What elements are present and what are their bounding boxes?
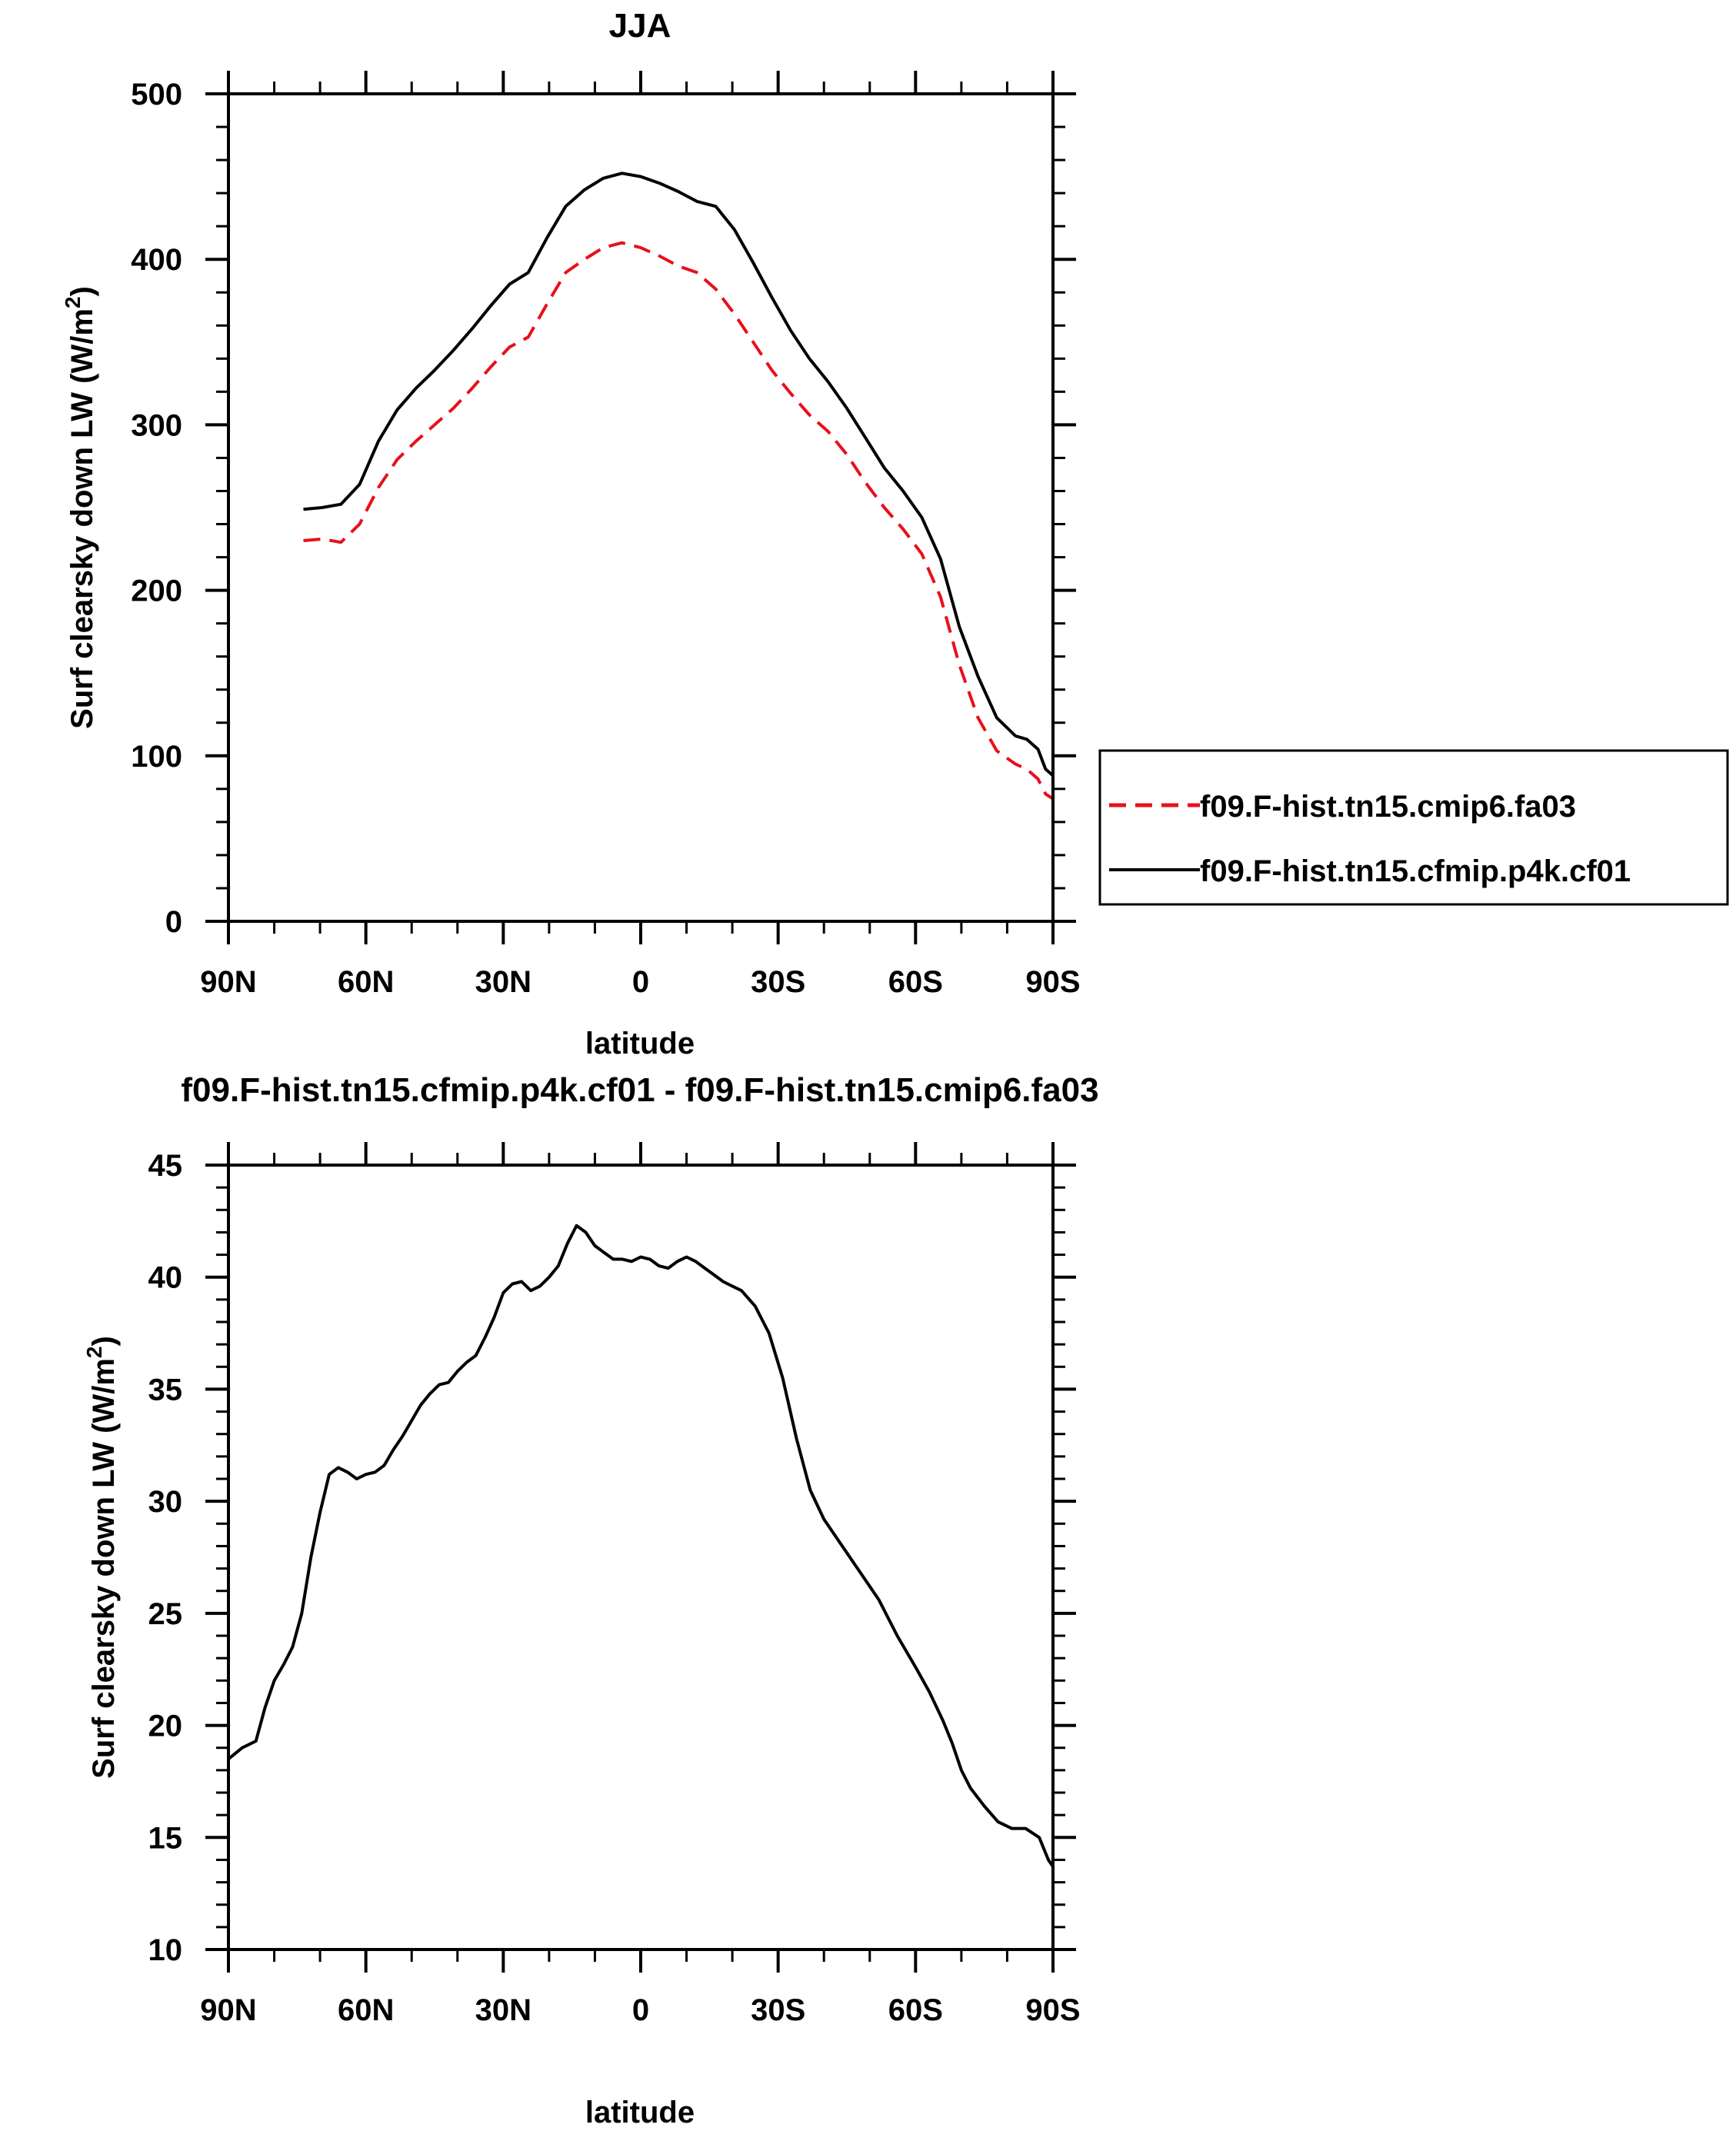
bottom-chart-y-tick-label: 15 <box>148 1821 183 1855</box>
bottom-chart-x-tick-label: 90S <box>1025 1993 1080 2027</box>
legend-label-fa03: f09.F-hist.tn15.cmip6.fa03 <box>1200 790 1576 824</box>
bottom-chart-y-tick-label: 40 <box>148 1261 183 1295</box>
bottom-chart-y-tick-label: 10 <box>148 1933 183 1967</box>
top-chart-y-axis-label: Surf clearsky down LW (W/m2) <box>61 286 99 729</box>
bottom-chart-y-tick-label: 25 <box>148 1597 183 1631</box>
top-chart-x-tick-label: 90S <box>1025 965 1080 999</box>
top-chart-series-line-1 <box>303 171 1055 777</box>
bottom-chart-plot-frame <box>227 1164 1055 1951</box>
bottom-chart-y-axis-label: Surf clearsky down LW (W/m2) <box>82 1336 121 1779</box>
bottom-chart-title: f09.F-hist.tn15.cfmip.p4k.cf01 - f09.F-h… <box>181 1071 1098 1109</box>
bottom-chart-x-tick-label: 90N <box>200 1993 256 2027</box>
bottom-chart-x-tick-label: 30S <box>751 1993 805 2027</box>
bottom-chart-ticks: 10 15 20 25 30 35 40 45 90N 60N 30N 0 30S 60S 90S <box>148 1142 1081 2027</box>
legend-box <box>1098 749 1729 906</box>
top-chart-plot-frame <box>227 92 1055 923</box>
bottom-chart-y-tick-label: 45 <box>148 1149 183 1183</box>
top-chart-x-tick-label: 0 <box>632 965 649 999</box>
top-chart-y-tick-label: 500 <box>131 78 182 112</box>
top-chart-x-tick-label: 30N <box>475 965 531 999</box>
top-chart-x-tick-label: 60S <box>888 965 943 999</box>
top-chart-series-line-0 <box>303 241 1055 801</box>
top-chart-y-tick-label: 100 <box>131 740 182 774</box>
bottom-chart-x-tick-label: 30N <box>475 1993 531 2027</box>
top-chart-x-axis-label: latitude <box>585 1027 695 1061</box>
bottom-chart-y-tick-label: 30 <box>148 1485 183 1519</box>
top-chart-y-tick-label: 400 <box>131 243 182 277</box>
bottom-chart-x-axis-label: latitude <box>585 2096 695 2129</box>
top-chart-y-axis-label-main: Surf clearsky down LW (W/m <box>65 308 99 729</box>
top-chart-x-tick-label: 90N <box>200 965 256 999</box>
bottom-chart-x-tick-label: 60S <box>888 1993 943 2027</box>
top-chart-title: JJA <box>609 7 671 45</box>
top-chart-y-tick-label: 300 <box>131 408 182 442</box>
bottom-chart: f09.F-hist.tn15.cfmip.p4k.cf01 - f09.F-h… <box>82 1071 1099 2129</box>
bottom-chart-series-lines <box>227 1224 1055 1868</box>
bottom-chart-x-tick-label: 60N <box>338 1993 394 2027</box>
bottom-chart-y-tick-label: 35 <box>148 1373 183 1407</box>
top-chart-x-tick-label: 30S <box>751 965 805 999</box>
bottom-chart-y-axis-label-close: ) <box>87 1336 121 1346</box>
bottom-chart-x-tick-label: 0 <box>632 1993 649 2027</box>
bottom-chart-y-axis-label-sup: 2 <box>82 1346 106 1358</box>
top-chart-series-lines <box>303 171 1055 801</box>
top-chart-y-tick-label: 200 <box>131 574 182 608</box>
top-chart-y-tick-label: 0 <box>165 905 182 939</box>
legend-label-p4k: f09.F-hist.tn15.cfmip.p4k.cf01 <box>1200 854 1631 888</box>
bottom-chart-y-axis-label-main: Surf clearsky down LW (W/m <box>87 1358 121 1779</box>
top-chart-legend: f09.F-hist.tn15.cmip6.fa03 f09.F-hist.tn… <box>1098 749 1729 906</box>
top-chart-y-axis-label-sup: 2 <box>61 296 85 308</box>
bottom-chart-series-line-0 <box>227 1224 1055 1868</box>
top-chart-ticks: 0 100 200 300 400 500 90N 60N 30N 0 30S 60S 90S <box>131 71 1081 999</box>
top-chart-y-axis-label-close: ) <box>65 286 99 296</box>
top-chart-x-tick-label: 60N <box>338 965 394 999</box>
bottom-chart-y-tick-label: 20 <box>148 1710 183 1743</box>
